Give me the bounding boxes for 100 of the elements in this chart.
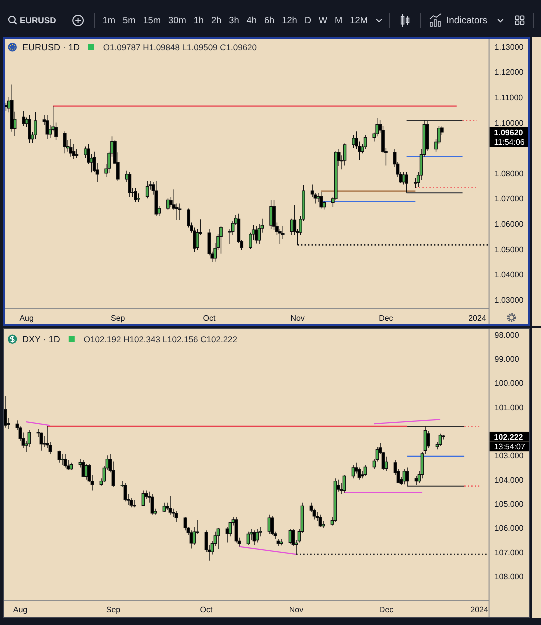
candlestick — [46, 114, 50, 140]
candlestick — [288, 529, 292, 544]
candlestick — [28, 114, 32, 144]
candlestick — [281, 226, 285, 240]
y-tick-label: 1.05000 — [494, 244, 524, 254]
candlestick — [128, 172, 132, 198]
y-tick-label: 108.000 — [494, 572, 524, 582]
y-tick-label: 101.000 — [494, 402, 524, 412]
candlestick — [4, 396, 8, 428]
y-tick-label: 99.000 — [494, 354, 520, 364]
candlestick — [154, 181, 158, 217]
text: 4h — [246, 16, 258, 26]
text: O102.192 H102.343 L102.156 C102.222 — [84, 334, 238, 344]
y-tick-label: 1.06000 — [494, 219, 524, 228]
candlestick — [168, 496, 172, 516]
candlestick — [146, 181, 150, 200]
y-tick-label: 1.03000 — [494, 295, 524, 304]
x-tick-label: Aug — [20, 313, 34, 322]
text: 3h — [229, 16, 240, 26]
candlestick — [162, 502, 166, 513]
candlestick — [405, 172, 408, 194]
candlestick — [402, 468, 406, 486]
candlestick — [406, 467, 410, 487]
candlestick — [364, 465, 368, 477]
candlestick — [246, 531, 250, 546]
y-tick-label: 1.07000 — [494, 194, 524, 204]
candlestick — [40, 432, 44, 452]
candlestick — [22, 111, 26, 127]
x-tick-label: Sep — [111, 313, 126, 322]
x-tick-label: Dec — [379, 605, 394, 614]
text: 2h — [211, 16, 222, 26]
x-tick-label: Sep — [106, 605, 122, 614]
candlestick — [270, 516, 274, 536]
candlestick — [70, 462, 74, 471]
y-tick-label: 1.11000 — [494, 92, 524, 102]
candlestick — [364, 135, 368, 150]
x-tick-label: Dec — [379, 313, 394, 322]
text: 11:54:06 — [494, 138, 526, 147]
text: EURUSD — [20, 16, 56, 26]
candlestick — [150, 494, 154, 516]
candlestick — [256, 529, 260, 544]
y-tick-label: 103.000 — [494, 451, 524, 460]
y-tick-label: 1.13000 — [494, 42, 524, 52]
candlestick — [250, 529, 254, 541]
candlestick — [358, 467, 362, 480]
x-tick-label: Aug — [13, 605, 28, 614]
text: 1.09620 — [494, 128, 524, 137]
candlestick — [438, 434, 442, 447]
candlestick — [64, 454, 68, 468]
text: 1m — [102, 16, 116, 26]
candlestick — [134, 188, 138, 203]
candlestick — [414, 476, 418, 486]
x-tick-label: Oct — [203, 313, 216, 322]
y-tick-label: 100.000 — [494, 378, 524, 388]
candlestick — [334, 478, 338, 522]
text: O1.09787 H1.09848 L1.09509 C1.09620 — [103, 42, 258, 52]
candlestick — [254, 226, 258, 244]
candlestick — [28, 430, 32, 448]
y-tick-label: 1.10000 — [494, 118, 524, 128]
x-tick-label: Oct — [200, 605, 214, 614]
candlestick — [166, 198, 170, 210]
candlestick — [75, 148, 79, 159]
candlestick — [69, 138, 73, 158]
candlestick — [216, 528, 220, 550]
y-tick-label: 98.000 — [494, 330, 520, 340]
candlestick — [60, 454, 64, 466]
text: 13:54:07 — [494, 442, 526, 452]
candlestick — [190, 530, 194, 550]
candlestick — [280, 538, 284, 546]
candlestick — [124, 483, 128, 502]
candlestick — [276, 538, 280, 547]
candlestick — [82, 460, 86, 478]
x-tick-label: Nov — [290, 313, 305, 322]
candlestick — [352, 135, 356, 148]
candlestick — [342, 474, 346, 494]
text: 15m — [143, 16, 162, 26]
candlestick — [63, 131, 67, 154]
candlestick — [352, 465, 356, 479]
text: 102.222 — [494, 432, 524, 442]
candlestick — [10, 84, 14, 132]
y-tick-label: 104.000 — [494, 475, 524, 484]
text: Indicators — [446, 15, 488, 26]
candlestick — [58, 450, 62, 464]
candlestick — [174, 510, 178, 522]
candlestick — [132, 500, 136, 508]
text: W — [318, 16, 328, 26]
y-tick-label: 1.12000 — [494, 68, 524, 77]
y-tick-label: 1.08000 — [494, 168, 524, 178]
text: DXY · 1D — [22, 334, 61, 344]
y-tick-label: 105.000 — [494, 500, 524, 509]
text: D — [304, 16, 312, 26]
text: EURUSD · 1D — [22, 42, 81, 52]
candlestick — [220, 226, 223, 254]
text: 1h — [194, 16, 204, 26]
text: 12h — [282, 16, 298, 26]
text: 12M — [350, 16, 368, 26]
text: 5m — [123, 16, 136, 26]
candlestick — [343, 143, 347, 166]
y-tick-label: 1.04000 — [494, 270, 524, 280]
candlestick — [84, 464, 88, 480]
